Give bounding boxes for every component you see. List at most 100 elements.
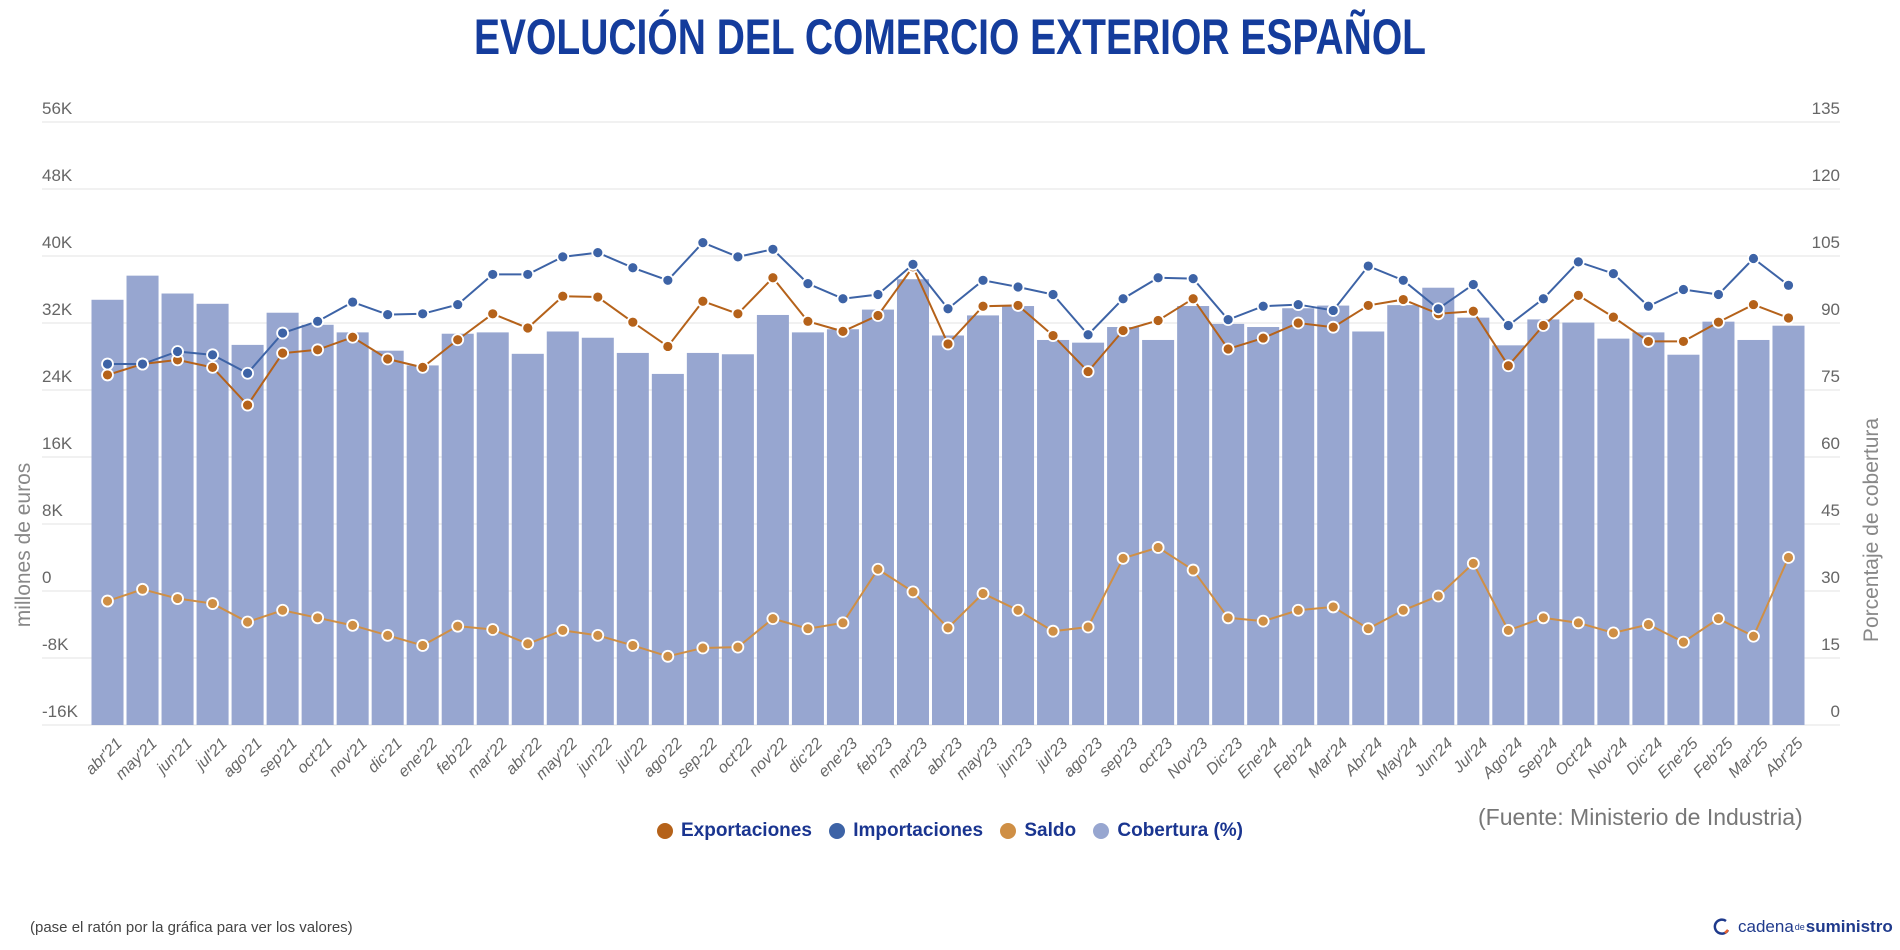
bar-cobertura[interactable] [406, 365, 439, 725]
point-importaciones[interactable] [941, 302, 955, 316]
point-importaciones[interactable] [311, 314, 325, 328]
point-saldo[interactable] [171, 592, 184, 605]
bar-cobertura[interactable] [1177, 306, 1210, 725]
point-exportaciones[interactable] [556, 289, 570, 303]
point-saldo[interactable] [1677, 635, 1690, 649]
bar-cobertura[interactable] [441, 333, 474, 725]
point-saldo[interactable] [1326, 600, 1340, 614]
bar-cobertura[interactable] [1527, 319, 1560, 725]
bar-cobertura[interactable] [616, 352, 649, 725]
point-importaciones[interactable] [731, 250, 745, 264]
point-exportaciones[interactable] [1081, 365, 1095, 378]
point-importaciones[interactable] [976, 273, 990, 287]
bar-cobertura[interactable] [1282, 308, 1315, 725]
point-importaciones[interactable] [1011, 280, 1025, 294]
point-saldo[interactable] [1186, 563, 1200, 577]
point-saldo[interactable] [1361, 622, 1375, 636]
bar-cobertura[interactable] [511, 353, 544, 725]
bar-cobertura[interactable] [1037, 339, 1070, 725]
bar-cobertura[interactable] [336, 332, 369, 725]
point-exportaciones[interactable] [1571, 288, 1585, 302]
point-importaciones[interactable] [1186, 272, 1200, 286]
point-exportaciones[interactable] [1116, 324, 1130, 337]
bar-cobertura[interactable] [1737, 339, 1770, 725]
bar-cobertura[interactable] [1212, 323, 1245, 725]
bar-cobertura[interactable] [721, 354, 754, 725]
point-importaciones[interactable] [556, 250, 570, 264]
point-saldo[interactable] [766, 612, 780, 626]
point-saldo[interactable] [1536, 611, 1550, 625]
point-exportaciones[interactable] [1466, 304, 1480, 318]
logo[interactable]: cadena de suministro [1712, 917, 1893, 937]
point-exportaciones[interactable] [451, 333, 465, 347]
point-importaciones[interactable] [1712, 288, 1725, 301]
point-exportaciones[interactable] [1642, 335, 1655, 348]
point-exportaciones[interactable] [661, 340, 675, 353]
bar-cobertura[interactable] [791, 332, 824, 725]
point-importaciones[interactable] [1747, 252, 1760, 265]
point-exportaciones[interactable] [1501, 359, 1515, 373]
point-exportaciones[interactable] [1396, 293, 1410, 306]
point-saldo[interactable] [1501, 623, 1515, 637]
point-exportaciones[interactable] [801, 314, 815, 328]
point-importaciones[interactable] [451, 298, 465, 311]
point-saldo[interactable] [1291, 603, 1305, 617]
point-saldo[interactable] [556, 623, 570, 637]
point-exportaciones[interactable] [1151, 314, 1165, 327]
point-exportaciones[interactable] [1606, 310, 1620, 324]
bar-cobertura[interactable] [1702, 321, 1735, 725]
bar-cobertura[interactable] [861, 309, 894, 725]
point-saldo[interactable] [1642, 618, 1655, 631]
point-saldo[interactable] [906, 585, 920, 599]
point-saldo[interactable] [1396, 603, 1410, 617]
bar-cobertura[interactable] [1002, 306, 1035, 725]
point-importaciones[interactable] [381, 308, 395, 322]
bar-cobertura[interactable] [266, 312, 299, 725]
point-saldo[interactable] [1782, 551, 1795, 564]
bar-cobertura[interactable] [1772, 325, 1805, 725]
point-saldo[interactable] [1116, 551, 1130, 565]
point-saldo[interactable] [731, 640, 745, 654]
point-importaciones[interactable] [1536, 292, 1550, 306]
point-exportaciones[interactable] [276, 346, 290, 360]
bar-cobertura[interactable] [756, 314, 789, 725]
point-importaciones[interactable] [1782, 278, 1795, 292]
point-importaciones[interactable] [206, 348, 219, 362]
bar-cobertura[interactable] [1142, 339, 1175, 725]
point-saldo[interactable] [836, 616, 850, 630]
point-importaciones[interactable] [1151, 271, 1165, 285]
point-saldo[interactable] [1466, 556, 1480, 570]
legend-item-exportaciones[interactable]: Exportaciones [656, 820, 812, 842]
point-importaciones[interactable] [1501, 319, 1515, 332]
point-importaciones[interactable] [1642, 299, 1655, 313]
point-saldo[interactable] [941, 621, 955, 635]
bar-cobertura[interactable] [1597, 338, 1630, 725]
bar-cobertura[interactable] [476, 332, 509, 725]
bar-cobertura[interactable] [196, 303, 229, 725]
legend-item-cobertura[interactable]: Cobertura (%) [1093, 820, 1243, 842]
bar-cobertura[interactable] [1422, 287, 1455, 725]
point-exportaciones[interactable] [1677, 335, 1690, 348]
bar-cobertura[interactable] [1667, 354, 1700, 725]
point-saldo[interactable] [101, 594, 114, 608]
bar-cobertura[interactable] [1387, 305, 1420, 725]
bar-cobertura[interactable] [301, 324, 334, 725]
point-exportaciones[interactable] [976, 299, 990, 313]
point-saldo[interactable] [1256, 614, 1270, 628]
point-saldo[interactable] [416, 639, 430, 652]
point-saldo[interactable] [591, 628, 605, 642]
point-importaciones[interactable] [171, 345, 184, 358]
point-exportaciones[interactable] [1361, 299, 1375, 312]
point-saldo[interactable] [1747, 629, 1760, 643]
bar-cobertura[interactable] [1247, 327, 1280, 725]
bar-cobertura[interactable] [931, 335, 965, 725]
point-exportaciones[interactable] [1712, 315, 1725, 329]
point-importaciones[interactable] [906, 257, 920, 271]
point-importaciones[interactable] [1571, 255, 1585, 269]
point-importaciones[interactable] [1361, 259, 1375, 273]
point-importaciones[interactable] [1396, 273, 1410, 287]
point-importaciones[interactable] [416, 307, 430, 321]
point-importaciones[interactable] [486, 268, 500, 281]
bar-cobertura[interactable] [1072, 342, 1105, 725]
